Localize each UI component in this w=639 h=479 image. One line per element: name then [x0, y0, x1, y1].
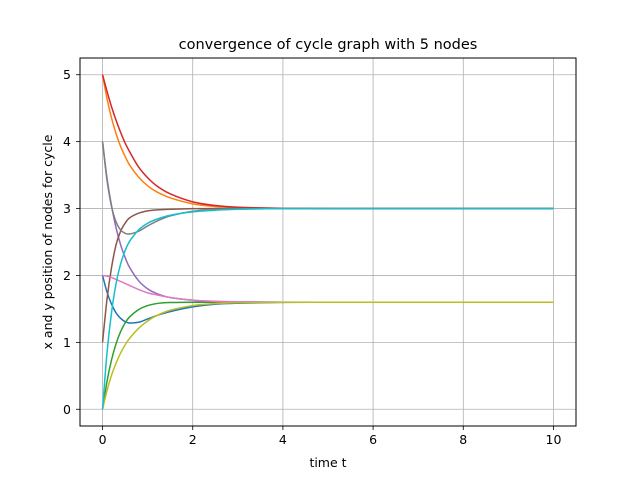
chart-title: convergence of cycle graph with 5 nodes: [179, 37, 478, 53]
series-line-10: [101, 207, 554, 410]
y-tick-label: 0: [63, 402, 71, 417]
series-line-9: [101, 301, 554, 410]
x-tick-label: 0: [99, 432, 107, 447]
axes-frame: [79, 57, 577, 427]
x-tick-label: 4: [279, 432, 287, 447]
y-axis-label: x and y position of nodes for cycle: [40, 134, 55, 349]
y-tick-label: 3: [63, 201, 71, 216]
y-tick-label: 4: [63, 134, 71, 149]
x-tick-label: 8: [459, 432, 467, 447]
y-tick-label: 2: [63, 268, 71, 283]
y-tick-label: 5: [63, 67, 71, 82]
x-tick-label: 6: [369, 432, 377, 447]
x-tick-label: 10: [546, 432, 562, 447]
x-axis-label: time t: [309, 455, 346, 470]
plot-series: [101, 74, 554, 410]
y-tick-label: 1: [63, 335, 71, 350]
x-tick-label: 2: [189, 432, 197, 447]
axis-ticks: 0 2 4 6 8 10 0 1 2 3 4 5: [63, 67, 561, 447]
